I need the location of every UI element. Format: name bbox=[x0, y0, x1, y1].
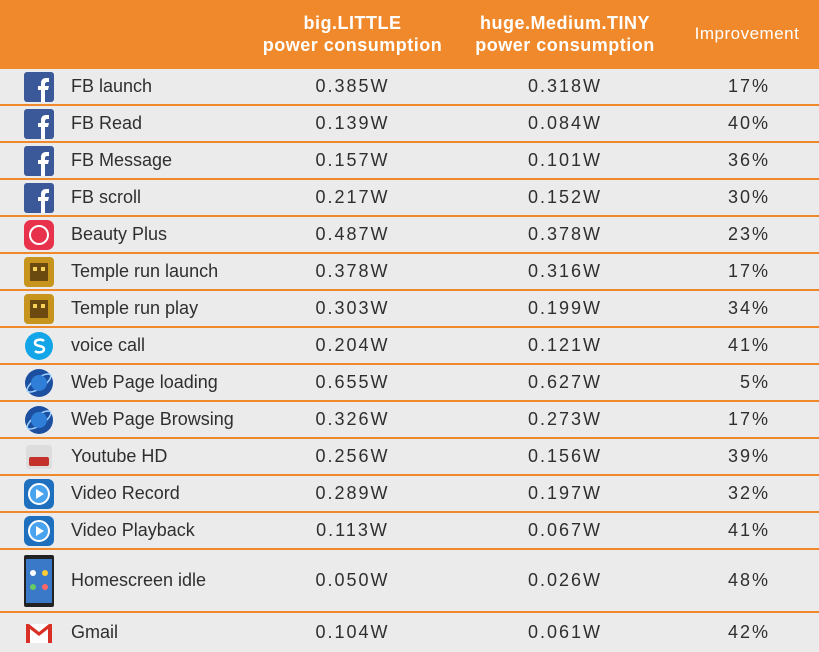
app-icon bbox=[24, 328, 56, 363]
value-cell: 0.157W bbox=[315, 150, 390, 170]
value-cell: 41% bbox=[727, 335, 770, 355]
header-cell: Improvement bbox=[694, 23, 800, 43]
value-cell: 42% bbox=[727, 622, 770, 642]
value-cell: 0.121W bbox=[527, 335, 603, 355]
value-cell: 0.655W bbox=[315, 372, 390, 392]
value-cell: 17% bbox=[727, 76, 770, 96]
app-icon bbox=[24, 402, 56, 437]
app-name: Web Page loading bbox=[71, 372, 218, 392]
table-row: FB scroll 0.217W 0.152W 30% bbox=[0, 178, 819, 215]
value-cell: 0.152W bbox=[527, 187, 603, 207]
value-cell: 36% bbox=[727, 150, 770, 170]
header-cell: huge.Medium.TINY power consumption bbox=[475, 12, 655, 55]
table-row: Temple run launch 0.378W 0.316W 17% bbox=[0, 252, 819, 289]
table-row: Web Page loading 0.655W 0.627W 5% bbox=[0, 363, 819, 400]
app-icon bbox=[24, 613, 56, 652]
value-cell: 48% bbox=[727, 570, 770, 590]
table-row: Web Page Browsing 0.326W 0.273W 17% bbox=[0, 400, 819, 437]
value-cell: 0.326W bbox=[315, 409, 390, 429]
value-cell: 0.487W bbox=[315, 224, 390, 244]
value-cell: 17% bbox=[727, 261, 770, 281]
table-row: Homescreen idle 0.050W 0.026W 48% bbox=[0, 548, 819, 611]
app-icon bbox=[24, 106, 56, 141]
app-name: Gmail bbox=[71, 622, 119, 642]
table-row: Gmail 0.104W 0.061W 42% bbox=[0, 611, 819, 652]
value-cell: 0.101W bbox=[527, 150, 603, 170]
value-cell: 0.289W bbox=[315, 483, 390, 503]
table-row: Video Playback 0.113W 0.067W 41% bbox=[0, 511, 819, 548]
table-row: Beauty Plus 0.487W 0.378W 23% bbox=[0, 215, 819, 252]
table-row: FB launch 0.385W 0.318W 17% bbox=[0, 67, 819, 104]
value-cell: 0.197W bbox=[527, 483, 603, 503]
app-name: FB scroll bbox=[71, 187, 142, 207]
table-row: voice call 0.204W 0.121W 41% bbox=[0, 326, 819, 363]
value-cell: 0.318W bbox=[527, 76, 603, 96]
app-name: FB launch bbox=[71, 76, 153, 96]
value-cell: 0.139W bbox=[315, 113, 390, 133]
app-name: Beauty Plus bbox=[71, 224, 168, 244]
app-name: Youtube HD bbox=[71, 446, 168, 466]
value-cell: 0.113W bbox=[316, 520, 389, 540]
app-name: voice call bbox=[71, 335, 146, 355]
app-icon bbox=[24, 254, 56, 289]
app-name: Temple run launch bbox=[71, 261, 219, 281]
app-icon bbox=[24, 365, 56, 400]
table-row: FB Read 0.139W 0.084W 40% bbox=[0, 104, 819, 141]
app-icon bbox=[24, 550, 56, 611]
value-cell: 0.385W bbox=[315, 76, 390, 96]
header-cell: big.LITTLE power consumption bbox=[262, 12, 443, 55]
value-cell: 0.378W bbox=[315, 261, 390, 281]
table-row: Video Record 0.289W 0.197W 32% bbox=[0, 474, 819, 511]
table-row: Youtube HD 0.256W 0.156W 39% bbox=[0, 437, 819, 474]
header-row: big.LITTLE power consumption huge.Medium.… bbox=[0, 0, 819, 67]
value-cell: 39% bbox=[727, 446, 770, 466]
app-icon bbox=[24, 439, 56, 474]
value-cell: 0.316W bbox=[527, 261, 603, 281]
value-cell: 0.084W bbox=[527, 113, 603, 133]
app-icon bbox=[24, 143, 56, 178]
value-cell: 0.026W bbox=[527, 570, 603, 590]
app-icon bbox=[24, 217, 56, 252]
app-icon bbox=[24, 513, 56, 548]
value-cell: 34% bbox=[727, 298, 770, 318]
app-name: Homescreen idle bbox=[71, 570, 207, 590]
value-cell: 0.378W bbox=[527, 224, 603, 244]
value-cell: 32% bbox=[727, 483, 770, 503]
value-cell: 23% bbox=[727, 224, 770, 244]
value-cell: 0.204W bbox=[315, 335, 390, 355]
value-cell: 0.303W bbox=[315, 298, 390, 318]
table-row: Temple run play 0.303W 0.199W 34% bbox=[0, 289, 819, 326]
value-cell: 17% bbox=[727, 409, 770, 429]
value-cell: 0.156W bbox=[527, 446, 603, 466]
value-cell: 0.067W bbox=[527, 520, 603, 540]
app-icon bbox=[24, 180, 56, 215]
app-name: Temple run play bbox=[71, 298, 199, 318]
app-name: Video Playback bbox=[71, 520, 195, 540]
value-cell: 0.061W bbox=[527, 622, 603, 642]
app-name: Web Page Browsing bbox=[71, 409, 234, 429]
value-cell: 40% bbox=[727, 113, 770, 133]
value-cell: 41% bbox=[727, 520, 770, 540]
app-name: FB Read bbox=[71, 113, 143, 133]
app-icon bbox=[24, 69, 56, 104]
app-name: FB Message bbox=[71, 150, 173, 170]
value-cell: 0.256W bbox=[315, 446, 390, 466]
value-cell: 0.104W bbox=[315, 622, 390, 642]
app-icon bbox=[24, 476, 56, 511]
value-cell: 0.273W bbox=[527, 409, 603, 429]
app-name: Video Record bbox=[71, 483, 180, 503]
value-cell: 0.217W bbox=[315, 187, 390, 207]
value-cell: 5% bbox=[739, 372, 770, 392]
value-cell: 0.050W bbox=[315, 570, 390, 590]
value-cell: 0.627W bbox=[527, 372, 603, 392]
value-cell: 30% bbox=[727, 187, 770, 207]
table-row: FB Message 0.157W 0.101W 36% bbox=[0, 141, 819, 178]
app-icon bbox=[24, 291, 56, 326]
value-cell: 0.199W bbox=[527, 298, 603, 318]
